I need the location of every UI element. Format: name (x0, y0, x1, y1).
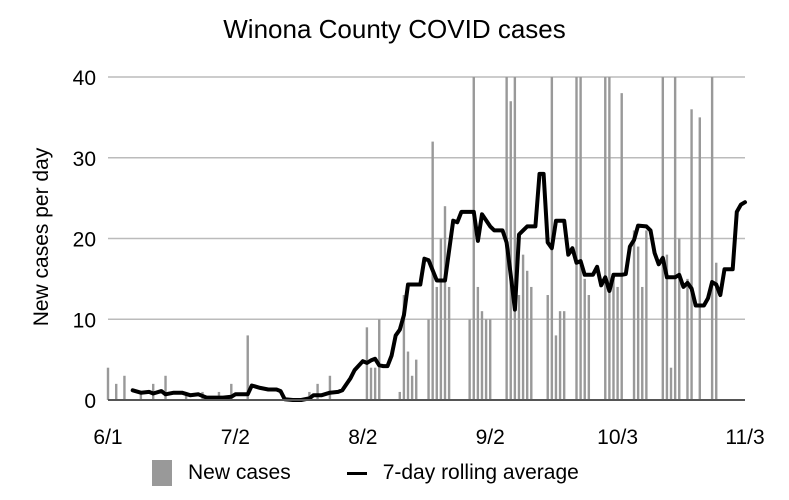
axes: 0 10 20 30 40 6/1 7/2 8/2 9/2 10/3 11/3 (73, 67, 765, 449)
bar (669, 367, 673, 400)
bar (316, 383, 319, 400)
bar (636, 246, 640, 400)
bar (620, 93, 623, 401)
bar (373, 367, 377, 400)
bar (715, 262, 718, 400)
bar (509, 101, 512, 400)
bar (415, 359, 418, 400)
bar (558, 311, 562, 400)
bar (583, 278, 586, 400)
legend-label-new-cases: New cases (188, 461, 291, 484)
bar (369, 367, 373, 400)
bar (562, 311, 566, 400)
gridlines (108, 76, 745, 320)
legend-label-rolling-average: 7-day rolling average (382, 461, 579, 484)
bar (673, 77, 677, 400)
bar (575, 77, 578, 400)
bar (468, 319, 471, 400)
bar (710, 77, 714, 400)
bar (641, 286, 644, 400)
bar (427, 319, 430, 400)
bar (604, 77, 607, 400)
bar (489, 319, 492, 400)
legend: New cases 7-day rolling average (152, 460, 635, 486)
x-tick-label: 7/2 (221, 426, 250, 449)
legend-item-rolling-average: 7-day rolling average (346, 461, 579, 485)
bar (410, 375, 414, 400)
bar (678, 238, 681, 400)
bar (686, 278, 689, 400)
bar (328, 375, 332, 400)
bar (164, 375, 167, 400)
bar (616, 286, 619, 400)
bar (246, 335, 249, 400)
bar (476, 286, 480, 400)
bar (447, 286, 451, 400)
bar (406, 351, 410, 400)
bar-series-new-cases (106, 77, 718, 401)
bar (661, 77, 665, 400)
bar (435, 286, 438, 400)
bar (398, 391, 401, 400)
bar (115, 383, 118, 400)
bar (546, 295, 549, 400)
bar (402, 295, 406, 400)
bar (443, 206, 447, 400)
bar (521, 254, 525, 400)
line-series-rolling-average (130, 171, 747, 402)
bar (513, 77, 517, 400)
bar (472, 77, 475, 400)
bar (230, 383, 233, 400)
x-tick-label: 6/1 (93, 426, 122, 449)
bar (139, 391, 143, 400)
bar (579, 77, 582, 400)
bar (612, 278, 615, 400)
bar (480, 311, 484, 400)
chart-title: Winona County COVID cases (223, 14, 566, 44)
bar (525, 270, 529, 400)
y-tick-label: 0 (84, 390, 96, 413)
bar (632, 230, 636, 400)
bar (690, 109, 693, 401)
rolling-average-line (130, 171, 747, 402)
bar (554, 335, 558, 400)
bar (608, 77, 611, 400)
y-tick-label: 40 (73, 67, 96, 90)
bar (587, 295, 591, 400)
bar (698, 117, 701, 400)
bar (517, 295, 521, 400)
bar (378, 319, 381, 400)
bar (645, 230, 648, 400)
line-swatch-icon (346, 471, 367, 475)
bar (484, 319, 488, 400)
x-tick-label: 11/3 (725, 426, 764, 449)
x-tick-label: 9/2 (476, 426, 505, 449)
bar (106, 367, 110, 400)
bar (530, 286, 533, 400)
x-tick-label: 8/2 (348, 426, 377, 449)
bar (123, 375, 126, 400)
x-tick-label: 10/3 (597, 426, 638, 449)
y-tick-label: 30 (73, 148, 96, 171)
bar-swatch-icon (152, 460, 172, 486)
bar (439, 238, 443, 400)
bar (665, 254, 669, 400)
y-tick-label: 20 (73, 229, 96, 252)
legend-item-new-cases: New cases (152, 460, 291, 486)
y-tick-label: 10 (73, 309, 96, 332)
